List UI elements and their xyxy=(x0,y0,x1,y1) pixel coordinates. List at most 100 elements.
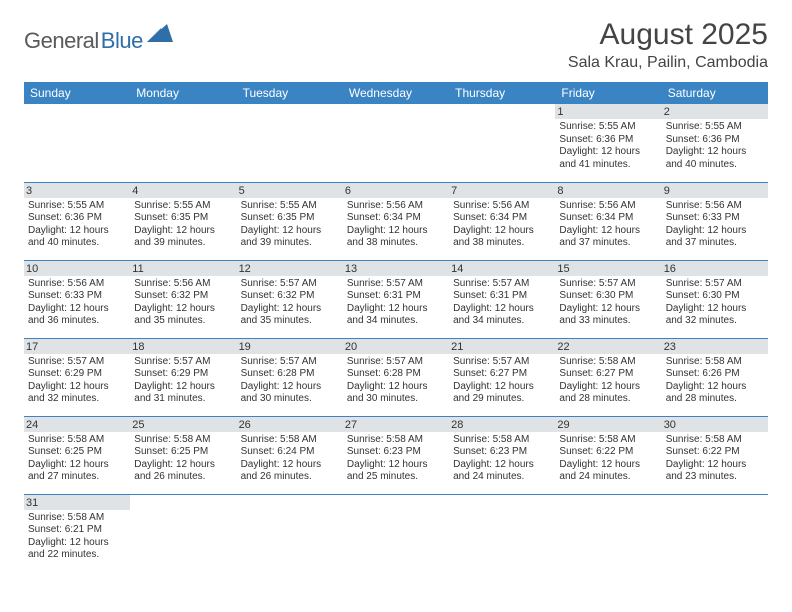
day-number: 10 xyxy=(24,261,130,276)
sunrise-line: Sunrise: 5:58 AM xyxy=(666,434,764,447)
daylight-line: Daylight: 12 hours and 25 minutes. xyxy=(347,459,445,484)
logo: GeneralBlue xyxy=(24,24,173,57)
calendar-cell: 27Sunrise: 5:58 AMSunset: 6:23 PMDayligh… xyxy=(343,416,449,494)
day-header: Thursday xyxy=(449,82,555,104)
daylight-line: Daylight: 12 hours and 38 minutes. xyxy=(347,225,445,250)
sunrise-line: Sunrise: 5:58 AM xyxy=(559,356,657,369)
sunset-line: Sunset: 6:23 PM xyxy=(347,446,445,459)
calendar-cell xyxy=(130,494,236,572)
daylight-line: Daylight: 12 hours and 27 minutes. xyxy=(28,459,126,484)
day-number: 4 xyxy=(130,183,236,198)
calendar-cell: 29 Sunrise: 5:58 AMSunset: 6:22 PMDayligh… xyxy=(555,416,661,494)
day-number: 24 xyxy=(24,417,130,432)
calendar-cell xyxy=(130,104,236,182)
daylight-line: Daylight: 12 hours and 24 minutes. xyxy=(559,459,657,484)
day-number: 19 xyxy=(237,339,343,354)
sunrise-line: Sunrise: 5:57 AM xyxy=(347,278,445,291)
logo-text-blue: Blue xyxy=(101,28,143,54)
daylight-line: Daylight: 12 hours and 33 minutes. xyxy=(559,303,657,328)
sunrise-line: Sunrise: 5:58 AM xyxy=(666,356,764,369)
daylight-line: Daylight: 12 hours and 28 minutes. xyxy=(666,381,764,406)
calendar-week: 31Sunrise: 5:58 AMSunset: 6:21 PMDayligh… xyxy=(24,494,768,572)
day-number: 23 xyxy=(662,339,768,354)
sunrise-line: Sunrise: 5:56 AM xyxy=(666,200,764,213)
sail-icon xyxy=(147,24,173,47)
calendar-cell xyxy=(343,494,449,572)
sunset-line: Sunset: 6:25 PM xyxy=(28,446,126,459)
sunset-line: Sunset: 6:22 PM xyxy=(559,446,657,459)
day-header: Monday xyxy=(130,82,236,104)
sunset-line: Sunset: 6:26 PM xyxy=(666,368,764,381)
calendar-cell: 13Sunrise: 5:57 AMSunset: 6:31 PMDayligh… xyxy=(343,260,449,338)
calendar-cell: 20Sunrise: 5:57 AMSunset: 6:28 PMDayligh… xyxy=(343,338,449,416)
day-header: Wednesday xyxy=(343,82,449,104)
day-number: 6 xyxy=(343,183,449,198)
sunrise-line: Sunrise: 5:56 AM xyxy=(453,200,551,213)
calendar-cell: 1Sunrise: 5:55 AMSunset: 6:36 PMDaylight… xyxy=(555,104,661,182)
calendar-cell xyxy=(343,104,449,182)
daylight-line: Daylight: 12 hours and 35 minutes. xyxy=(241,303,339,328)
day-header: Saturday xyxy=(662,82,768,104)
calendar-cell: 2 Sunrise: 5:55 AMSunset: 6:36 PMDaylight… xyxy=(662,104,768,182)
calendar-cell xyxy=(449,494,555,572)
sunrise-line: Sunrise: 5:58 AM xyxy=(28,512,126,525)
sunrise-line: Sunrise: 5:57 AM xyxy=(241,278,339,291)
sunset-line: Sunset: 6:30 PM xyxy=(559,290,657,303)
sunset-line: Sunset: 6:31 PM xyxy=(453,290,551,303)
daylight-line: Daylight: 12 hours and 35 minutes. xyxy=(134,303,232,328)
day-number: 17 xyxy=(24,339,130,354)
daylight-line: Daylight: 12 hours and 37 minutes. xyxy=(559,225,657,250)
sunset-line: Sunset: 6:24 PM xyxy=(241,446,339,459)
sunset-line: Sunset: 6:34 PM xyxy=(453,212,551,225)
calendar-cell xyxy=(662,494,768,572)
sunrise-line: Sunrise: 5:55 AM xyxy=(28,200,126,213)
calendar-cell: 17Sunrise: 5:57 AMSunset: 6:29 PMDayligh… xyxy=(24,338,130,416)
day-number: 2 xyxy=(662,104,768,119)
sunset-line: Sunset: 6:36 PM xyxy=(666,134,764,147)
calendar-cell: 19Sunrise: 5:57 AMSunset: 6:28 PMDayligh… xyxy=(237,338,343,416)
calendar-cell: 4Sunrise: 5:55 AMSunset: 6:35 PMDaylight… xyxy=(130,182,236,260)
sunset-line: Sunset: 6:29 PM xyxy=(134,368,232,381)
sunset-line: Sunset: 6:34 PM xyxy=(559,212,657,225)
calendar-cell: 14Sunrise: 5:57 AMSunset: 6:31 PMDayligh… xyxy=(449,260,555,338)
sunset-line: Sunset: 6:27 PM xyxy=(453,368,551,381)
day-number: 11 xyxy=(130,261,236,276)
sunrise-line: Sunrise: 5:55 AM xyxy=(666,121,764,134)
daylight-line: Daylight: 12 hours and 38 minutes. xyxy=(453,225,551,250)
daylight-line: Daylight: 12 hours and 40 minutes. xyxy=(666,146,764,171)
sunrise-line: Sunrise: 5:55 AM xyxy=(559,121,657,134)
daylight-line: Daylight: 12 hours and 34 minutes. xyxy=(453,303,551,328)
day-number: 18 xyxy=(130,339,236,354)
day-number: 22 xyxy=(555,339,661,354)
sunrise-line: Sunrise: 5:58 AM xyxy=(347,434,445,447)
sunrise-line: Sunrise: 5:58 AM xyxy=(559,434,657,447)
day-number: 29 xyxy=(555,417,661,432)
sunrise-line: Sunrise: 5:55 AM xyxy=(134,200,232,213)
calendar-week: 10Sunrise: 5:56 AMSunset: 6:33 PMDayligh… xyxy=(24,260,768,338)
sunrise-line: Sunrise: 5:56 AM xyxy=(559,200,657,213)
day-number: 31 xyxy=(24,495,130,510)
sunset-line: Sunset: 6:31 PM xyxy=(347,290,445,303)
sunset-line: Sunset: 6:28 PM xyxy=(241,368,339,381)
day-number: 21 xyxy=(449,339,555,354)
daylight-line: Daylight: 12 hours and 34 minutes. xyxy=(347,303,445,328)
day-number: 8 xyxy=(555,183,661,198)
sunset-line: Sunset: 6:35 PM xyxy=(241,212,339,225)
calendar-cell: 26Sunrise: 5:58 AMSunset: 6:24 PMDayligh… xyxy=(237,416,343,494)
day-number: 14 xyxy=(449,261,555,276)
calendar-week: 17 Sunrise: 5:57 AM Sunset: 6:29 PM Dayligh… xyxy=(24,338,768,416)
sunrise-line: Sunrise: 5:57 AM xyxy=(347,356,445,369)
calendar-cell: 18Sunrise: 5:57 AMSunset: 6:29 PMDayligh… xyxy=(130,338,236,416)
sunrise-line: Sunrise: 5:57 AM xyxy=(559,278,657,291)
calendar-cell: 11Sunrise: 5:56 AMSunset: 6:32 PMDayligh… xyxy=(130,260,236,338)
sunrise-line: Sunrise: 5:55 AM xyxy=(241,200,339,213)
calendar-week: 24Sunrise: 5:58 AMSunset: 6:25 PMDayligh… xyxy=(24,416,768,494)
day-number: 1 xyxy=(555,104,661,119)
calendar-cell: 23 Sunrise: 5:58 AMSunset: 6:26 PMDayligh… xyxy=(662,338,768,416)
calendar-body: 1Sunrise: 5:55 AMSunset: 6:36 PMDaylight… xyxy=(24,104,768,572)
calendar-cell: 10Sunrise: 5:56 AMSunset: 6:33 PMDayligh… xyxy=(24,260,130,338)
sunset-line: Sunset: 6:34 PM xyxy=(347,212,445,225)
calendar-week: 1Sunrise: 5:55 AMSunset: 6:36 PMDaylight… xyxy=(24,104,768,182)
calendar-cell xyxy=(555,494,661,572)
sunrise-line: Sunrise: 5:57 AM xyxy=(666,278,764,291)
